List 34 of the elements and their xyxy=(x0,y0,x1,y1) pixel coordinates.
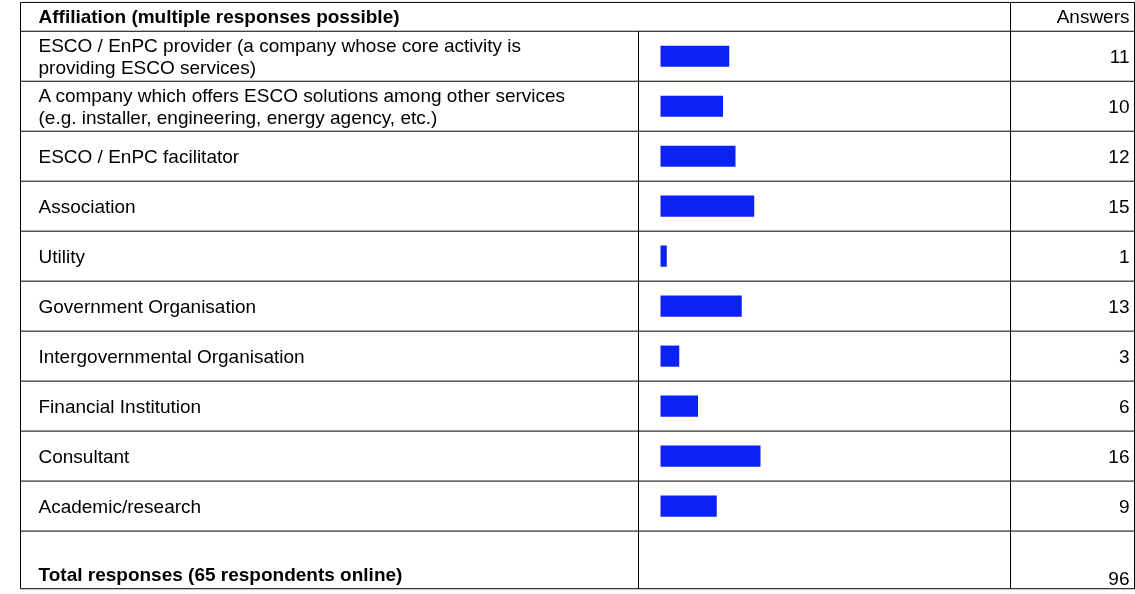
data-label: 16 xyxy=(1108,445,1130,467)
bar xyxy=(660,295,742,317)
data-label: 15 xyxy=(1108,195,1130,217)
data-label: 1 xyxy=(1118,245,1130,267)
data-label: 11 xyxy=(1109,45,1130,67)
y-tick-label: Association xyxy=(38,195,136,217)
data-label: 3 xyxy=(1118,345,1130,367)
bar xyxy=(660,445,761,467)
text: 96 xyxy=(1108,567,1130,589)
bar xyxy=(660,95,723,117)
y-tick-label: Utility xyxy=(38,245,86,267)
data-label: 9 xyxy=(1118,495,1130,517)
y-tick-label: A company which offers ESCO solutions among other services (e.g. installer, engineering, energy agency, etc.) xyxy=(38,84,566,128)
bar xyxy=(660,345,680,367)
y-tick-label: Government Organisation xyxy=(38,295,257,317)
text: Total responses (65 respondents online) xyxy=(38,563,403,585)
data-label: 13 xyxy=(1108,295,1130,317)
y-tick-label: Financial Institution xyxy=(38,395,202,417)
data-label: 12 xyxy=(1108,145,1130,167)
data-label: 10 xyxy=(1108,95,1130,117)
bar xyxy=(660,395,698,417)
data-label: 6 xyxy=(1118,395,1130,417)
y-tick-label: ESCO / EnPC facilitator xyxy=(38,145,240,167)
y-tick-label: Academic/research xyxy=(38,495,202,517)
y-tick-label: Intergovernmental Organisation xyxy=(38,345,305,367)
bar xyxy=(660,245,667,267)
text: Answers xyxy=(1056,6,1130,28)
bar xyxy=(660,45,730,67)
text: Affiliation (multiple responses possible) xyxy=(38,6,400,28)
bar xyxy=(660,495,717,517)
bar xyxy=(660,145,736,167)
y-tick-label: Consultant xyxy=(38,445,131,467)
bar xyxy=(660,195,755,217)
y-tick-label: ESCO / EnPC provider (a company whose core activity is providing ESCO services) xyxy=(38,34,522,78)
